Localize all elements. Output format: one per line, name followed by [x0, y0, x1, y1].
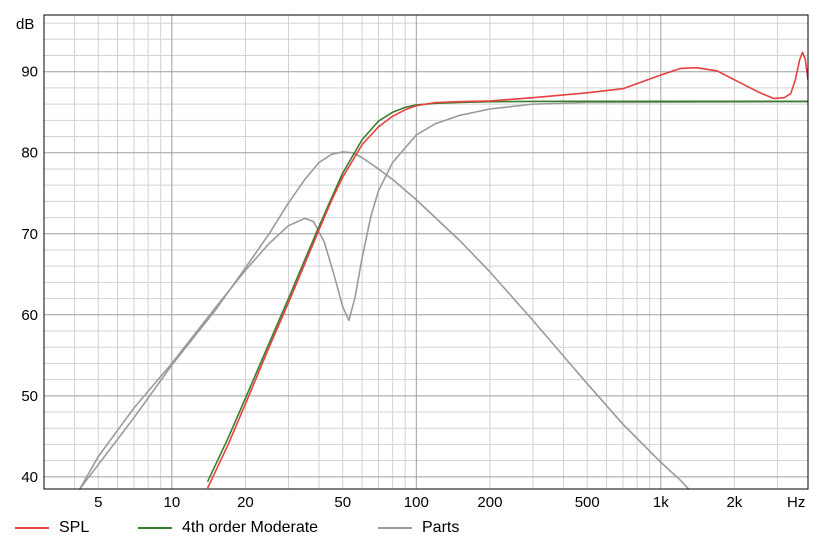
legend-label-parts: Parts [422, 519, 460, 536]
y-tick-label: 70 [21, 226, 38, 243]
legend-swatch-4th-order-moderate [138, 527, 172, 529]
chart: 5 10 20 50 100 200 500 1k 2k 40 50 60 70 80 90 dB Hz [16, 14, 809, 511]
y-tick-label: 50 [21, 388, 38, 405]
plot-frame [43, 14, 809, 490]
x-unit-label: Hz [787, 494, 805, 511]
legend-swatch-parts [378, 527, 412, 529]
parts-line-2 [79, 151, 690, 489]
x-tick-label: 20 [237, 494, 254, 511]
x-axis-tick-labels: 5 10 20 50 100 200 500 1k 2k [94, 494, 743, 511]
y-tick-label: 90 [21, 64, 38, 81]
grid-major [44, 15, 808, 489]
x-tick-label: 100 [404, 494, 429, 511]
x-tick-label: 200 [477, 494, 502, 511]
legend-swatch-spl [15, 527, 49, 529]
4th-order-moderate-line [206, 100, 808, 483]
legend-label-4th-order-moderate: 4th order Moderate [182, 519, 319, 536]
legend-item-4th-order-moderate: 4th order Moderate [138, 519, 318, 537]
x-tick-label: 10 [163, 494, 180, 511]
y-tick-label: 40 [21, 469, 38, 486]
x-tick-label: 2k [726, 494, 742, 511]
x-tick-label: 500 [575, 494, 600, 511]
legend: SPL 4th order Moderate Parts [0, 515, 825, 543]
legend-item-spl: SPL [15, 519, 89, 537]
x-tick-label: 1k [653, 494, 669, 511]
y-tick-label: 60 [21, 307, 38, 324]
x-tick-label: 5 [94, 494, 102, 511]
legend-label-spl: SPL [59, 519, 90, 536]
y-unit-label: dB [16, 16, 34, 33]
series-layer [79, 51, 808, 489]
spl-line [206, 51, 808, 489]
y-tick-label: 80 [21, 145, 38, 162]
legend-item-parts: Parts [378, 519, 459, 537]
x-tick-label: 50 [334, 494, 351, 511]
y-axis-tick-labels: 40 50 60 70 80 90 [21, 64, 38, 486]
grid-minor [43, 15, 809, 489]
parts-line-1 [79, 100, 808, 489]
plot-background [44, 15, 808, 489]
